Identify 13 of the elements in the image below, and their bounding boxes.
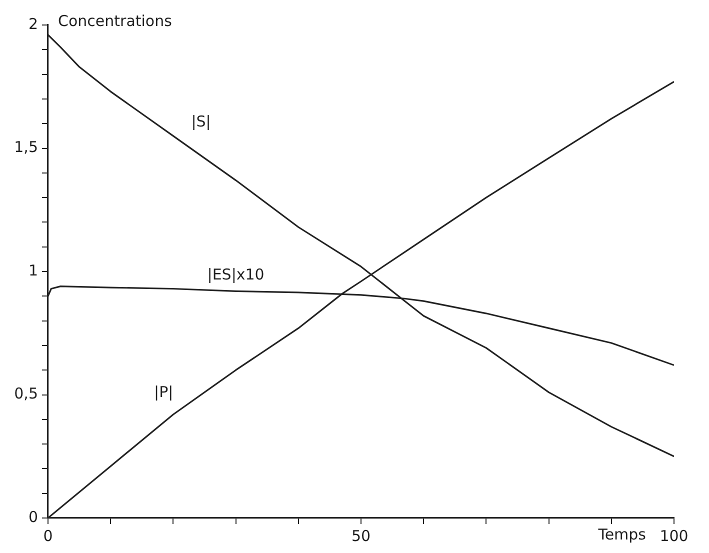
y-tick-label: 1,5: [14, 138, 38, 156]
series-label: |P|: [154, 382, 174, 401]
x-axis-title: Temps: [597, 525, 646, 544]
series-label: |ES|x10: [207, 266, 264, 284]
y-tick-label: 2: [28, 14, 38, 33]
y-axis-title: Concentrations: [58, 12, 172, 30]
y-tick-label: 1: [28, 261, 38, 280]
x-tick-label: 50: [351, 526, 371, 545]
y-tick-label: 0: [28, 508, 38, 526]
series-label: |S|: [191, 112, 211, 130]
x-tick-label: 100: [660, 526, 688, 545]
x-tick-label: 0: [43, 526, 53, 545]
y-tick-label: 0,5: [14, 384, 38, 403]
